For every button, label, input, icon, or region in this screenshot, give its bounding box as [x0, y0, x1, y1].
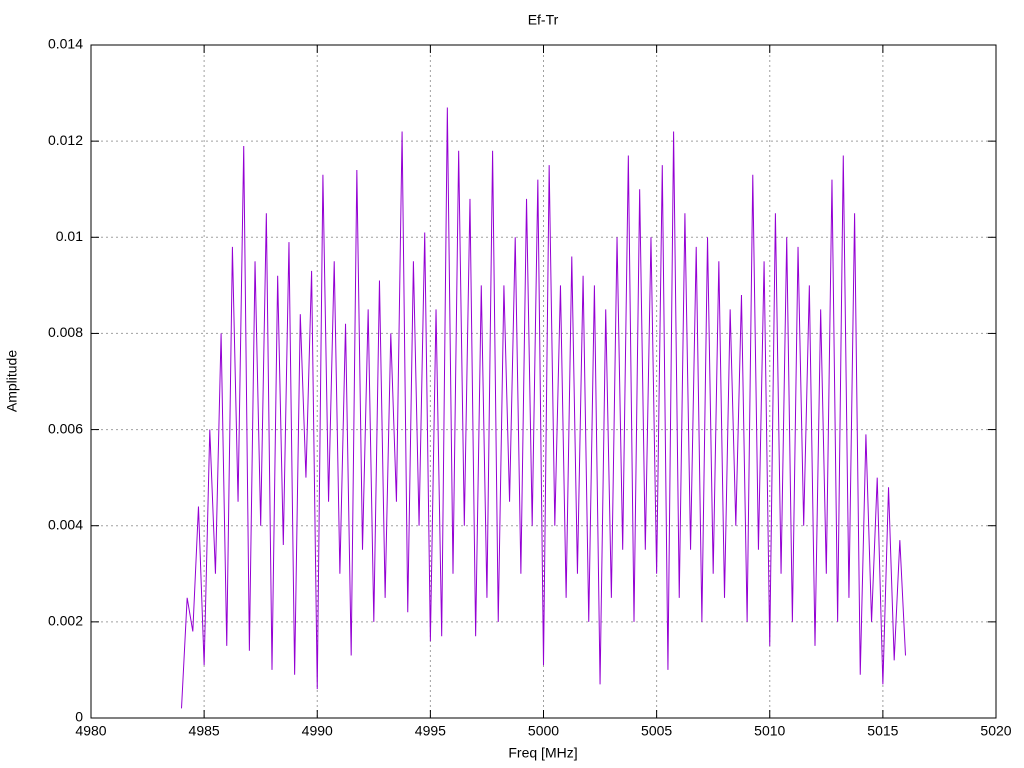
x-axis-label: Freq [MHz] — [508, 745, 577, 761]
y-tick-label: 0.01 — [56, 228, 83, 244]
y-tick-label: 0.008 — [48, 324, 83, 340]
y-tick-label: 0.014 — [48, 36, 83, 52]
x-tick-label: 4990 — [302, 723, 333, 739]
y-tick-label: 0.004 — [48, 516, 83, 532]
x-tick-label: 5020 — [980, 723, 1011, 739]
x-tick-label: 5000 — [528, 723, 559, 739]
chart-title: Ef-Tr — [528, 12, 559, 28]
x-tick-label: 5010 — [754, 723, 785, 739]
x-tick-label: 4980 — [75, 723, 106, 739]
y-axis-label: Amplitude — [4, 350, 20, 412]
data-line — [181, 107, 906, 709]
x-tick-label: 4985 — [189, 723, 220, 739]
y-tick-label: 0 — [75, 709, 83, 725]
x-tick-label: 5005 — [641, 723, 672, 739]
x-tick-label: 4995 — [415, 723, 446, 739]
x-tick-label: 5015 — [867, 723, 898, 739]
y-tick-label: 0.012 — [48, 132, 83, 148]
y-tick-label: 0.002 — [48, 613, 83, 629]
y-tick-label: 0.006 — [48, 420, 83, 436]
plot-border — [90, 44, 997, 719]
